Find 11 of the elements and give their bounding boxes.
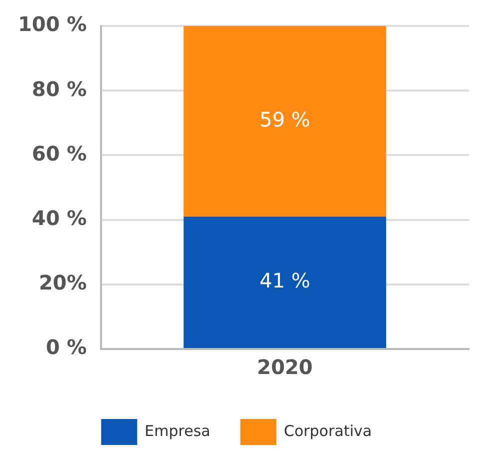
y-tick-label: 100 %: [18, 12, 87, 36]
data-label: 41 %: [259, 268, 310, 292]
y-tick-label: 40 %: [32, 206, 87, 230]
x-tick-label: 2020: [257, 355, 313, 380]
legend-label: Empresa: [144, 422, 210, 440]
y-tick-label: 0 %: [46, 335, 87, 360]
y-tick-label: 20%: [38, 270, 87, 295]
legend-label: Corporativa: [284, 422, 372, 440]
y-tick-label: 60 %: [32, 141, 87, 166]
data-label: 59 %: [259, 107, 310, 132]
y-tick-label: 80 %: [32, 76, 87, 101]
